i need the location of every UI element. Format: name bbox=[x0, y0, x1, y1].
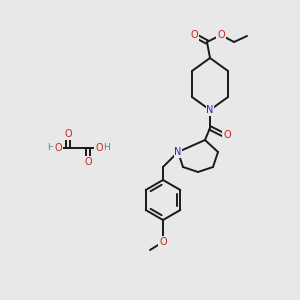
Text: N: N bbox=[174, 147, 182, 157]
Text: H: H bbox=[48, 143, 54, 152]
Text: O: O bbox=[54, 143, 62, 153]
Text: O: O bbox=[84, 157, 92, 167]
Text: O: O bbox=[159, 237, 167, 247]
Text: O: O bbox=[64, 129, 72, 139]
Text: O: O bbox=[223, 130, 231, 140]
Text: N: N bbox=[206, 105, 214, 115]
Text: O: O bbox=[95, 143, 103, 153]
Text: H: H bbox=[103, 143, 110, 152]
Text: O: O bbox=[190, 30, 198, 40]
Text: O: O bbox=[217, 30, 225, 40]
